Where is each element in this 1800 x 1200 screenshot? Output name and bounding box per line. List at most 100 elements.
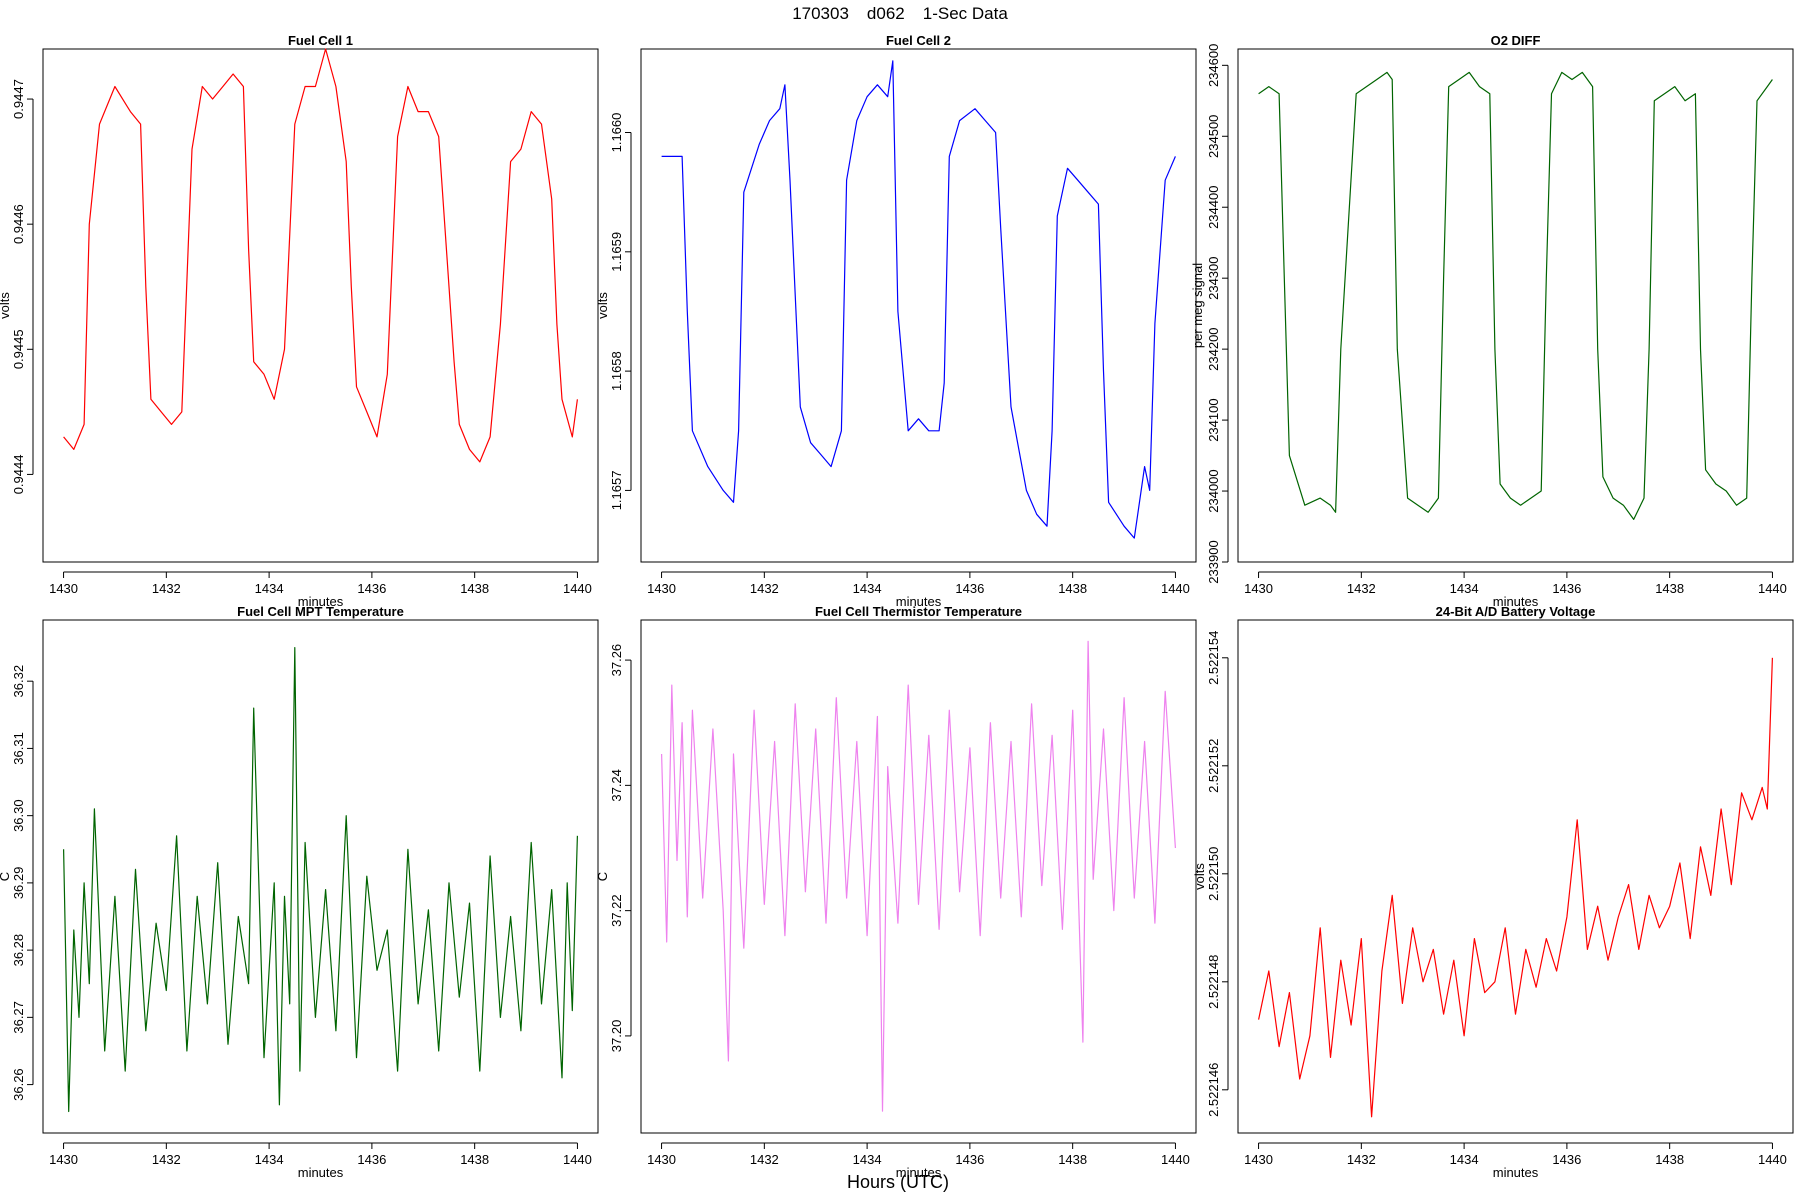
y-tick-label: 2.522150	[1206, 847, 1221, 901]
y-tick-label: 37.26	[609, 644, 624, 677]
x-tick-label: 1436	[955, 1152, 984, 1167]
x-tick-label: 1434	[255, 581, 284, 596]
x-tick-label: 1432	[152, 1152, 181, 1167]
y-tick-label: 36.31	[11, 732, 26, 765]
series-line-therm	[661, 640, 1176, 1112]
y-tick-label: 233900	[1206, 540, 1221, 583]
y-tick-label: 37.22	[609, 894, 624, 927]
y-axis-label: volts	[1192, 863, 1207, 890]
x-tick-label: 1440	[1758, 1152, 1787, 1167]
y-tick-label: 36.27	[11, 1001, 26, 1034]
y-tick-label: 2.522146	[1206, 1063, 1221, 1117]
x-tick-label: 1438	[1655, 581, 1684, 596]
panel-title: Fuel Cell MPT Temperature	[237, 604, 404, 619]
x-tick-label: 1440	[1161, 1152, 1190, 1167]
x-tick-label: 1434	[853, 1152, 882, 1167]
panel-title: Fuel Cell 2	[886, 33, 951, 48]
y-tick-label: 234400	[1206, 186, 1221, 229]
x-tick-label: 1440	[563, 581, 592, 596]
y-tick-label: 234600	[1206, 44, 1221, 87]
figure-xlabel: Hours (UTC)	[847, 1172, 949, 1192]
y-tick-label: 2.522154	[1206, 631, 1221, 685]
x-tick-label: 1438	[1655, 1152, 1684, 1167]
x-tick-label: 1432	[750, 581, 779, 596]
y-tick-label: 0.9447	[11, 79, 26, 119]
y-axis-label: volts	[0, 292, 12, 319]
y-tick-label: 36.32	[11, 665, 26, 698]
x-tick-label: 1436	[357, 1152, 386, 1167]
y-tick-label: 36.30	[11, 799, 26, 832]
figure-title: 170303 d062 1-Sec Data	[792, 4, 1008, 23]
x-tick-label: 1430	[1244, 1152, 1273, 1167]
x-tick-label: 1440	[1758, 581, 1787, 596]
x-tick-label: 1436	[955, 581, 984, 596]
x-tick-label: 1432	[750, 1152, 779, 1167]
y-tick-label: 0.9444	[11, 455, 26, 495]
panel-title: O2 DIFF	[1491, 33, 1541, 48]
x-tick-label: 1434	[1450, 581, 1479, 596]
x-axis-label: minutes	[896, 594, 942, 609]
series-line-batt	[1258, 657, 1773, 1118]
y-tick-label: 234300	[1206, 256, 1221, 299]
x-tick-label: 1430	[49, 1152, 78, 1167]
x-tick-label: 1440	[1161, 581, 1190, 596]
panel-mpt: Fuel Cell MPT Temperature 1430 1432 1434 143…	[0, 604, 599, 1180]
x-tick-label: 1438	[460, 1152, 489, 1167]
plot-frame	[640, 619, 1197, 1134]
y-tick-label: 1.1660	[609, 113, 624, 153]
x-axis-label: minutes	[896, 1165, 942, 1180]
y-axis-label: C	[0, 872, 12, 881]
y-tick-label: 234100	[1206, 398, 1221, 441]
y-tick-label: 234500	[1206, 115, 1221, 158]
y-tick-label: 36.28	[11, 934, 26, 967]
y-tick-label: 0.9446	[11, 204, 26, 244]
panel-title: Fuel Cell 1	[288, 33, 353, 48]
x-tick-label: 1434	[255, 1152, 284, 1167]
y-tick-label: 0.9445	[11, 329, 26, 369]
x-tick-label: 1434	[1450, 1152, 1479, 1167]
x-tick-label: 1438	[1058, 1152, 1087, 1167]
x-tick-label: 1436	[357, 581, 386, 596]
y-tick-label: 1.1658	[609, 351, 624, 391]
plot-frame	[42, 48, 599, 563]
y-axis-label: per meg signal	[1190, 263, 1205, 348]
plot-frame	[1237, 619, 1794, 1134]
panel-therm: Fuel Cell Thermistor Temperature 1430 1432…	[595, 604, 1197, 1180]
y-axis-label: C	[595, 872, 610, 881]
x-tick-label: 1430	[49, 581, 78, 596]
x-axis-label: minutes	[298, 1165, 344, 1180]
x-tick-label: 1434	[853, 581, 882, 596]
plot-frame	[640, 48, 1197, 563]
x-axis-label: minutes	[298, 594, 344, 609]
panel-title: 24-Bit A/D Battery Voltage	[1436, 604, 1596, 619]
y-tick-label: 1.1657	[609, 471, 624, 511]
y-tick-label: 234200	[1206, 327, 1221, 370]
y-tick-label: 36.26	[11, 1068, 26, 1101]
x-tick-label: 1430	[647, 581, 676, 596]
y-tick-label: 37.24	[609, 769, 624, 802]
x-tick-label: 1438	[1058, 581, 1087, 596]
panel-fc1: Fuel Cell 1 1430 1432 1434 1436 1438 1440 minut…	[0, 33, 599, 609]
x-axis-label: minutes	[1493, 594, 1539, 609]
x-axis-label: minutes	[1493, 1165, 1539, 1180]
panel-fc2: Fuel Cell 2 1430 1432 1434 1436 1438 1440 minut…	[595, 33, 1197, 609]
x-tick-label: 1432	[1347, 1152, 1376, 1167]
panels: Fuel Cell 1 1430 1432 1434 1436 1438 1440 minut…	[0, 33, 1794, 1180]
y-tick-label: 1.1659	[609, 232, 624, 272]
x-tick-label: 1432	[1347, 581, 1376, 596]
panel-batt: 24-Bit A/D Battery Voltage 1430 1432 1434 14…	[1192, 604, 1794, 1180]
y-axis-label: volts	[595, 292, 610, 319]
x-tick-label: 1438	[460, 581, 489, 596]
x-tick-label: 1436	[1552, 1152, 1581, 1167]
x-tick-label: 1436	[1552, 581, 1581, 596]
plot-frame	[1237, 48, 1794, 563]
panel-title: Fuel Cell Thermistor Temperature	[815, 604, 1022, 619]
y-tick-label: 36.29	[11, 867, 26, 900]
x-tick-label: 1430	[1244, 581, 1273, 596]
series-line-mpt	[63, 646, 578, 1113]
y-tick-label: 37.20	[609, 1020, 624, 1053]
y-tick-label: 2.522148	[1206, 955, 1221, 1009]
series-line-o2	[1258, 71, 1773, 521]
x-tick-label: 1430	[647, 1152, 676, 1167]
series-line-fc1	[63, 48, 578, 463]
